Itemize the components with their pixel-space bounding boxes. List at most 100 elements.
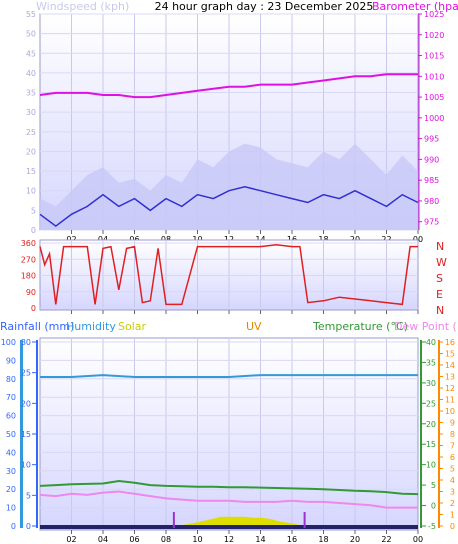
rainfall-tick-label: 20 [21,399,31,408]
direction-tick-label: 0 [31,304,36,313]
solar-area [166,516,308,526]
x-tick-label: 12 [224,535,234,544]
x-tick-label: 02 [66,535,76,544]
dew-point-axis-bar [438,340,440,528]
x-tick-label: 16 [287,535,297,544]
compass-label: N [436,304,444,317]
temperature-tick-label: 40 [426,338,436,347]
humidity-axis-bar [20,340,23,528]
legend-dew-point: Dew Point (°C) [394,320,458,333]
direction-tick-label: 180 [21,272,36,281]
barometer-tick-label: 995 [424,135,439,144]
humidity-tick-label: 50 [6,430,16,439]
x-tick-label: 06 [129,535,139,544]
dew-point-tick-label: 9 [450,419,455,428]
barometer-axis-label: Barometer (hpa) [372,0,458,13]
barometer-tick-label: 1005 [424,93,444,102]
barometer-tick-label: 975 [424,218,439,227]
direction-tick-label: 90 [26,288,36,297]
windspeed-tick-label: 10 [26,187,36,196]
dew-point-line [39,490,418,509]
rainfall-tick-label: 0 [26,522,31,531]
windspeed-tick-label: 50 [26,30,36,39]
humidity-tick-label: 80 [6,375,16,384]
x-tick-label: 00 [413,535,423,544]
dew-point-tick-label: 3 [450,488,455,497]
windspeed-tick-label: 35 [26,89,36,98]
dew-point-tick-label: 16 [445,338,455,347]
dew-point-tick-label: 10 [445,407,455,416]
temperature-tick-label: 25 [426,399,436,408]
x-tick-label: 22 [381,535,391,544]
legend-solar: Solar [118,320,147,333]
windspeed-tick-label: 15 [26,167,36,176]
rainfall-tick-label: 5 [26,491,31,500]
dew-point-tick-label: 11 [445,396,455,405]
windspeed-line [39,186,419,228]
compass-label: S [436,272,443,285]
compass-label: W [436,256,447,269]
barometer-tick-label: 1000 [424,114,444,123]
barometer-tick-label: 990 [424,155,439,164]
temperature-tick-label: 20 [426,420,436,429]
humidity-tick-label: 70 [6,393,16,402]
temperature-tick-label: 0 [431,502,436,511]
dew-point-tick-label: 7 [450,442,455,451]
compass-label: N [436,240,444,253]
dew-point-tick-label: 6 [450,453,455,462]
humidity-tick-label: 0 [11,522,16,531]
humidity-tick-label: 90 [6,356,16,365]
dew-point-tick-label: 4 [450,476,455,485]
rainfall-tick-label: 30 [21,338,31,347]
temperature-tick-label: 30 [426,379,436,388]
temperature-axis-bar [420,340,422,528]
dew-point-tick-label: 12 [445,384,455,393]
temperature-line [39,479,419,496]
windspeed-axis-label: Windspeed (kph) [36,0,129,13]
rainfall-axis-bar [36,340,38,528]
dew-point-tick-label: 5 [450,465,455,474]
rainfall-tick-label: 10 [21,461,31,470]
humidity-tick-label: 60 [6,412,16,421]
humidity-tick-label: 30 [6,467,16,476]
humidity-tick-label: 10 [6,504,16,513]
temperature-tick-label: 10 [426,461,436,470]
barometer-line [39,73,418,99]
x-tick-label: 18 [318,535,328,544]
temperature-tick-label: -5 [428,522,436,531]
direction-tick-label: 270 [21,255,36,264]
x-tick-label: 04 [98,535,108,544]
temperature-tick-label: 5 [431,481,436,490]
dew-point-tick-label: 13 [445,373,455,382]
rainfall-tick-label: 25 [21,369,31,378]
temperature-tick-label: 35 [426,358,436,367]
windspeed-tick-label: 40 [26,69,36,78]
barometer-tick-label: 1025 [424,10,444,19]
windspeed-tick-label: 45 [26,49,36,58]
dew-point-tick-label: 0 [450,522,455,531]
windspeed-tick-label: 20 [26,147,36,156]
barometer-tick-label: 1010 [424,72,444,81]
humidity-tick-label: 100 [1,338,16,347]
x-tick-label: 20 [350,535,360,544]
legend-humidity: Humidity [66,320,116,333]
dew-point-tick-label: 15 [445,350,455,359]
compass-label: E [436,288,443,301]
windspeed-tick-label: 0 [31,226,36,235]
dew-point-tick-label: 2 [450,499,455,508]
rainfall-tick-label: 15 [21,430,31,439]
dew-point-tick-label: 1 [450,511,455,520]
x-tick-label: 10 [192,535,202,544]
windspeed-tick-label: 30 [26,108,36,117]
humidity-tick-label: 20 [6,485,16,494]
windspeed-tick-label: 55 [26,10,36,19]
legend-uv: UV [246,320,262,333]
barometer-tick-label: 1015 [424,52,444,61]
direction-tick-label: 360 [21,239,36,248]
wind-gust-area [40,143,418,230]
windspeed-tick-label: 5 [31,206,36,215]
windspeed-tick-label: 25 [26,128,36,137]
wind-direction-line [39,244,418,306]
rainfall-baseline [40,525,418,529]
